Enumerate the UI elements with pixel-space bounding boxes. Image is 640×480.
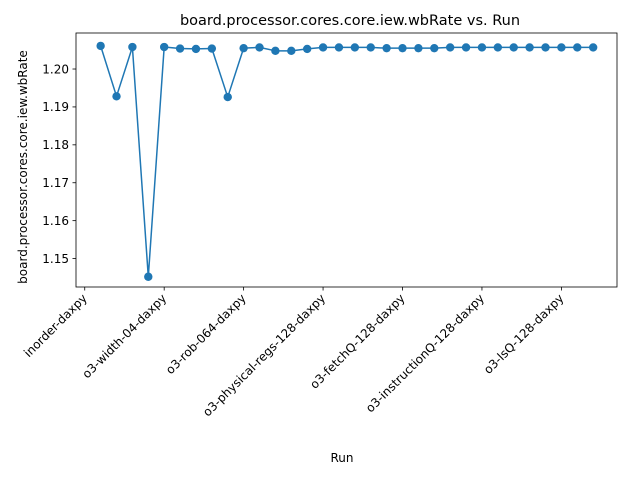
data-point (509, 43, 518, 52)
data-point (191, 44, 201, 54)
data-point (350, 43, 360, 52)
data-point (207, 44, 217, 53)
data-point (398, 43, 407, 53)
y-tick-label: 1.15 (42, 252, 69, 266)
data-point (255, 43, 264, 52)
y-tick-label: 1.16 (42, 214, 69, 228)
y-tick-label: 1.19 (42, 100, 69, 114)
data-point (318, 43, 328, 52)
data-point (334, 43, 344, 52)
y-tick-label: 1.17 (42, 176, 69, 190)
data-point (557, 43, 566, 52)
data-point (239, 43, 248, 53)
data-point (430, 43, 439, 53)
data-point (461, 43, 471, 52)
plot-frame (75, 32, 618, 288)
data-point (541, 43, 550, 52)
data-point (573, 43, 582, 52)
data-point (445, 43, 455, 52)
data-point (414, 43, 423, 53)
data-point (175, 44, 185, 53)
data-point (525, 43, 534, 52)
data-point (223, 92, 232, 102)
data-point (366, 43, 375, 52)
data-point (128, 42, 137, 52)
y-tick-label: 1.18 (42, 138, 69, 152)
data-point (588, 43, 598, 52)
plot-area (75, 32, 618, 288)
data-point (112, 92, 121, 101)
data-point (287, 46, 296, 56)
data-point (477, 43, 487, 52)
data-point (382, 43, 391, 53)
data-point (96, 41, 105, 51)
data-point (302, 44, 312, 54)
y-tick-label: 1.20 (42, 62, 69, 76)
y-axis-label: board.processor.cores.core.iew.wbRate (16, 50, 30, 284)
data-point (493, 43, 503, 52)
y-axis: 1.15 1.16 1.17 1.18 1.19 1.20 (42, 62, 76, 266)
x-axis-label: Run (330, 451, 353, 465)
data-point (144, 272, 153, 281)
data-point (271, 46, 280, 56)
data-point (159, 42, 169, 52)
chart-title: board.processor.cores.core.iew.wbRate vs… (180, 13, 520, 29)
